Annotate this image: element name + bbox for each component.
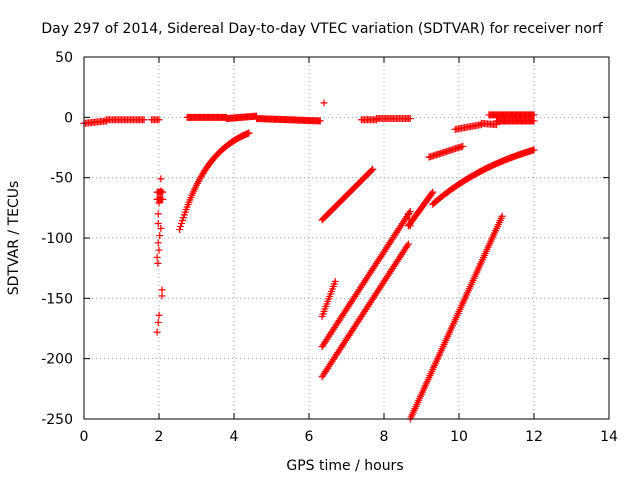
y-tick-label: 50: [55, 50, 73, 66]
data-point: [331, 277, 339, 285]
data-point: [154, 220, 162, 228]
data-point: [404, 210, 412, 218]
y-tick-label: -250: [41, 412, 73, 428]
data-point: [405, 216, 413, 224]
x-tick-label: 2: [155, 429, 164, 445]
data-point: [153, 328, 161, 336]
y-axis-label: SDTVAR / TECUs: [6, 181, 22, 296]
y-tick-label: -150: [41, 291, 73, 307]
data-point: [157, 224, 165, 232]
chart-title: Day 297 of 2014, Sidereal Day-to-day VTE…: [41, 21, 603, 37]
data-point: [155, 116, 163, 124]
y-tick-label: -100: [41, 231, 73, 247]
data-point: [154, 318, 162, 326]
plot-frame: [83, 56, 610, 420]
data-series: [80, 99, 538, 423]
y-tick-label: 0: [64, 110, 73, 126]
data-point: [406, 115, 414, 123]
data-point: [155, 311, 163, 319]
data-point: [154, 210, 162, 218]
x-tick-label: 6: [305, 429, 314, 445]
data-point: [429, 188, 437, 196]
data-point: [158, 286, 166, 294]
data-point: [159, 195, 167, 203]
data-point: [403, 242, 411, 250]
data-point: [140, 116, 148, 124]
data-point: [405, 209, 413, 217]
data-point: [158, 292, 166, 300]
data-point: [157, 175, 165, 183]
data-point: [156, 232, 164, 240]
data-point: [369, 165, 377, 173]
data-point: [530, 111, 538, 119]
data-point: [320, 99, 328, 107]
data-point: [153, 253, 161, 261]
x-tick-label: 10: [450, 429, 468, 445]
data-point: [176, 226, 184, 234]
x-tick-label: 0: [80, 429, 89, 445]
x-tick-label: 4: [230, 429, 239, 445]
x-tick-label: 8: [380, 429, 389, 445]
x-tick-label: 12: [525, 429, 543, 445]
data-point: [154, 259, 162, 267]
data-point: [530, 146, 538, 154]
data-point: [428, 189, 436, 197]
data-point: [157, 187, 165, 195]
data-point: [177, 222, 185, 230]
data-point: [155, 199, 163, 207]
data-point: [368, 166, 376, 174]
x-tick-label: 14: [600, 429, 618, 445]
y-tick-label: -200: [41, 352, 73, 368]
data-point: [154, 239, 162, 247]
data-point: [245, 129, 253, 137]
data-point: [459, 142, 467, 150]
data-point: [530, 117, 538, 125]
y-tick-label: -50: [50, 171, 73, 187]
x-axis-label: GPS time / hours: [286, 458, 403, 474]
axis-ticks: 0 2 4 6 8 10 12 14 50 0 -50 -100 -150 -200 -250: [41, 50, 618, 445]
data-point: [406, 222, 414, 230]
data-point: [316, 117, 324, 125]
grid-lines: [84, 57, 609, 419]
data-point: [155, 246, 163, 254]
data-point: [498, 212, 506, 220]
data-point: [404, 240, 412, 248]
